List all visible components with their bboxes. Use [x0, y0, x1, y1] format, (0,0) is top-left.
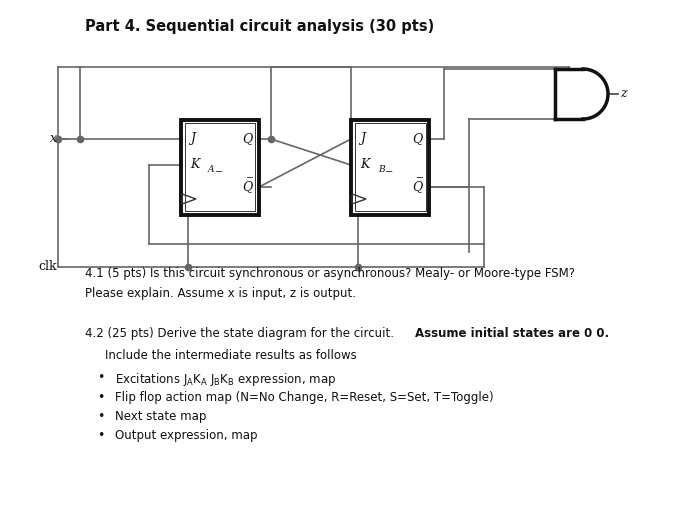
Text: _: _	[386, 159, 392, 173]
Text: Q: Q	[412, 132, 422, 146]
Bar	[181, 120, 259, 214]
Text: 4.1 (5 pts) Is this circuit synchronous or asynchronous? Mealy- or Moore-type FS: 4.1 (5 pts) Is this circuit synchronous …	[85, 267, 575, 280]
Text: Q: Q	[241, 132, 252, 146]
Text: J: J	[360, 132, 365, 146]
Text: _: _	[216, 159, 223, 173]
Text: Please explain. Assume x is input, z is output.: Please explain. Assume x is input, z is …	[85, 287, 356, 300]
Text: •: •	[97, 410, 104, 423]
Text: Include the intermediate results as follows: Include the intermediate results as foll…	[105, 349, 357, 362]
Text: clk: clk	[38, 260, 57, 273]
Text: Q: Q	[241, 181, 252, 193]
Bar	[354, 123, 426, 211]
Text: Assume initial states are 0 0.: Assume initial states are 0 0.	[415, 327, 609, 340]
Text: Excitations J$_\mathregular{A}$K$_\mathregular{A}$ J$_\mathregular{B}$K$_\mathre: Excitations J$_\mathregular{A}$K$_\mathr…	[115, 371, 336, 388]
Bar	[185, 123, 256, 211]
Text: Flip flop action map (N=No Change, R=Reset, S=Set, T=Toggle): Flip flop action map (N=No Change, R=Res…	[115, 390, 493, 404]
Text: K: K	[190, 158, 200, 172]
Bar	[351, 120, 429, 214]
Text: A: A	[208, 165, 214, 175]
Text: •: •	[97, 390, 104, 404]
Text: K: K	[360, 158, 370, 172]
Text: •: •	[97, 430, 104, 442]
Text: J: J	[190, 132, 195, 146]
Text: 4.2 (25 pts) Derive the state diagram for the circuit.: 4.2 (25 pts) Derive the state diagram fo…	[85, 327, 398, 340]
Text: Next state map: Next state map	[115, 410, 206, 423]
Text: Q: Q	[412, 181, 422, 193]
Text: •: •	[97, 371, 104, 384]
Text: B: B	[378, 165, 384, 175]
Text: Output expression, map: Output expression, map	[115, 430, 258, 442]
Text: x: x	[50, 132, 57, 146]
Text: Part 4. Sequential circuit analysis (30 pts): Part 4. Sequential circuit analysis (30 …	[85, 19, 434, 34]
Text: z: z	[620, 88, 626, 100]
